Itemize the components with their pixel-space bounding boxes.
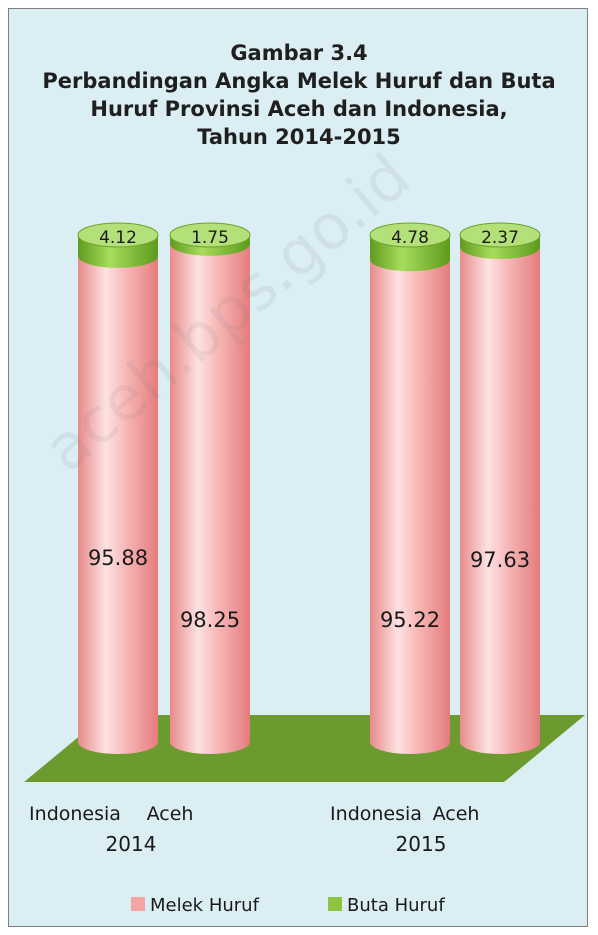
data-label-buta-huruf: 4.12 <box>99 228 137 248</box>
data-label-melek-huruf: 98.25 <box>180 608 240 632</box>
legend-swatch <box>328 897 342 911</box>
bar-melek-huruf <box>170 243 250 754</box>
chart-title: Gambar 3.4 Perbandingan Angka Melek Huru… <box>9 39 589 151</box>
legend-swatch <box>131 897 145 911</box>
title-line-3: Huruf Provinsi Aceh dan Indonesia, <box>90 97 508 121</box>
title-line-1: Gambar 3.4 <box>230 41 368 65</box>
x-tick-label: Aceh <box>147 803 194 825</box>
data-label-buta-huruf: 4.78 <box>391 228 429 248</box>
bar-top-cap <box>369 222 451 248</box>
x-group-label: 2015 <box>396 832 447 856</box>
bar-melek-huruf <box>78 255 158 754</box>
data-label-melek-huruf: 97.63 <box>470 548 530 572</box>
legend-label: Melek Huruf <box>150 895 260 916</box>
bar-top-cap <box>169 222 251 248</box>
chart-data-labels: 4.12 95.88 1.75 98.25 4.78 95.22 2.37 97.63 <box>88 228 530 632</box>
bar-melek-huruf <box>370 259 450 754</box>
data-label-melek-huruf: 95.22 <box>380 608 440 632</box>
x-tick-label: Indonesia <box>330 803 422 825</box>
x-axis: Indonesia Aceh Indonesia Aceh 2014 2015 <box>29 803 479 856</box>
x-tick-label: Indonesia <box>29 803 121 825</box>
data-label-buta-huruf: 2.37 <box>481 228 519 248</box>
x-tick-label: Aceh <box>433 803 480 825</box>
x-group-label: 2014 <box>106 832 157 856</box>
bar-melek-huruf <box>460 247 540 754</box>
chart-bars <box>77 222 541 754</box>
legend-label: Buta Huruf <box>347 895 445 916</box>
bar-top-cap <box>77 222 159 248</box>
data-label-melek-huruf: 95.88 <box>88 546 148 570</box>
bar-top-cap <box>459 222 541 248</box>
chart-legend: Melek Huruf Buta Huruf <box>131 895 445 916</box>
title-line-2: Perbandingan Angka Melek Huruf dan Buta <box>42 69 556 93</box>
title-line-4: Tahun 2014-2015 <box>197 125 401 149</box>
data-label-buta-huruf: 1.75 <box>191 228 229 248</box>
